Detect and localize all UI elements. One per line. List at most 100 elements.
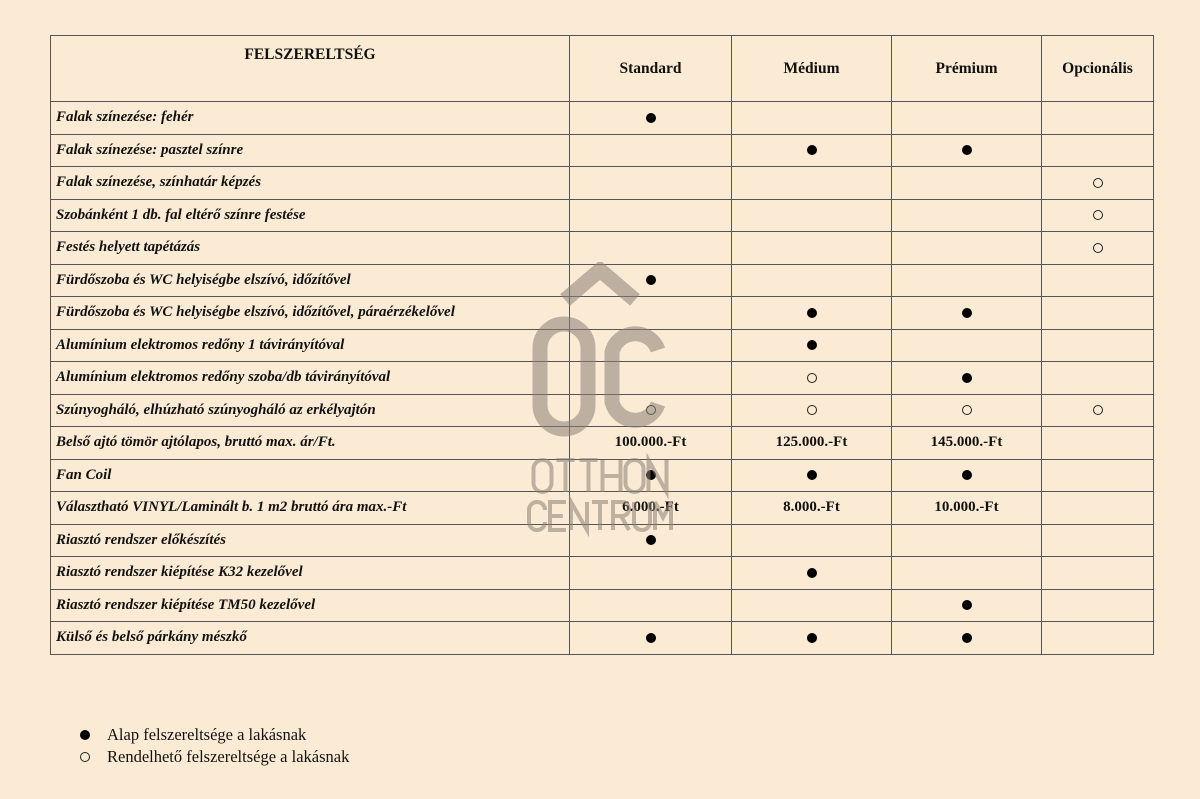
cell-premium [891,133,1042,167]
cell-premium [891,523,1042,557]
row-label: Fürdőszoba és WC helyiségbe elszívó, idő… [50,263,570,297]
table-row: Külső és belső párkány mészkő [50,621,1154,655]
table-row: Alumínium elektromos redőny 1 távirányít… [50,328,1154,362]
filled-circle-icon [806,340,817,351]
table-row: Fan Coil [50,458,1154,492]
table-row: Riasztó rendszer kiépítése TM50 kezelőve… [50,588,1154,622]
filled-circle-icon [645,632,656,643]
open-circle-icon [645,405,656,416]
cell-premium [891,458,1042,492]
open-circle-icon [1092,210,1103,221]
cell-standard [569,263,732,297]
legend-open-label: Rendelhető felszereltsége a lakásnak [107,747,350,766]
cell-medium [731,523,892,557]
cell-opcionalis [1041,361,1154,395]
cell-medium [731,101,892,135]
table-row: Fürdőszoba és WC helyiségbe elszívó, idő… [50,263,1154,297]
cell-standard [569,588,732,622]
row-label: Falak színezése: fehér [50,101,570,135]
open-circle-icon [1092,405,1103,416]
filled-circle-icon [961,470,972,481]
cell-medium [731,198,892,232]
filled-circle-icon [806,307,817,318]
cell-opcionalis [1041,101,1154,135]
cell-medium [731,393,892,427]
header-felszereltseg: FELSZERELTSÉG [50,35,570,102]
table-row: Belső ajtó tömör ajtólapos, bruttó max. … [50,426,1154,460]
cell-standard [569,556,732,590]
cell-medium: 125.000.-Ft [731,426,892,460]
cell-opcionalis [1041,393,1154,427]
cell-medium [731,588,892,622]
cell-standard [569,133,732,167]
filled-circle-icon [806,632,817,643]
table-row: Falak színezése: pasztel színre [50,133,1154,167]
cell-standard [569,296,732,330]
cell-opcionalis [1041,231,1154,265]
table-row: Szúnyogháló, elhúzható szúnyogháló az er… [50,393,1154,427]
row-label: Külső és belső párkány mészkő [50,621,570,655]
header-standard: Standard [569,35,732,102]
open-circle-icon [806,405,817,416]
cell-medium [731,133,892,167]
cell-opcionalis [1041,426,1154,460]
equipment-table: FELSZERELTSÉG Standard Médium Prémium Op… [50,35,1154,655]
header-row: FELSZERELTSÉG Standard Médium Prémium Op… [50,35,1154,102]
cell-premium [891,101,1042,135]
cell-medium [731,231,892,265]
cell-premium [891,296,1042,330]
cell-opcionalis [1041,328,1154,362]
cell-opcionalis [1041,296,1154,330]
cell-medium [731,263,892,297]
cell-opcionalis [1041,198,1154,232]
row-label: Falak színezése: pasztel színre [50,133,570,167]
cell-standard [569,523,732,557]
cell-medium [731,458,892,492]
filled-circle-icon [645,275,656,286]
cell-opcionalis [1041,133,1154,167]
cell-standard [569,328,732,362]
filled-circle-icon [806,145,817,156]
cell-opcionalis [1041,458,1154,492]
row-label: Festés helyett tapétázás [50,231,570,265]
filled-circle-icon [961,145,972,156]
legend-item-full: Alap felszereltsége a lakásnak [78,724,349,746]
cell-premium [891,231,1042,265]
cell-opcionalis [1041,166,1154,200]
row-label: Szobánként 1 db. fal eltérő színre festé… [50,198,570,232]
cell-medium [731,328,892,362]
cell-standard [569,101,732,135]
cell-premium: 145.000.-Ft [891,426,1042,460]
cell-medium [731,556,892,590]
table-row: Fürdőszoba és WC helyiségbe elszívó, idő… [50,296,1154,330]
open-circle-icon [1092,242,1103,253]
cell-medium [731,621,892,655]
cell-premium [891,393,1042,427]
cell-premium [891,588,1042,622]
table-row: Festés helyett tapétázás [50,231,1154,265]
filled-circle-icon [961,632,972,643]
cell-premium [891,263,1042,297]
cell-standard [569,198,732,232]
filled-circle-icon [806,567,817,578]
legend-item-open: Rendelhető felszereltsége a lakásnak [78,746,349,768]
open-circle-icon [80,752,90,762]
cell-premium [891,198,1042,232]
filled-circle-icon [961,307,972,318]
open-circle-icon [806,372,817,383]
table-row: Falak színezése: fehér [50,101,1154,135]
row-label: Fan Coil [50,458,570,492]
legend: Alap felszereltsége a lakásnak Rendelhet… [78,724,349,768]
cell-premium [891,361,1042,395]
filled-circle-icon [806,470,817,481]
cell-standard [569,621,732,655]
table-row: Riasztó rendszer kiépítése K32 kezelővel [50,556,1154,590]
cell-opcionalis [1041,588,1154,622]
cell-medium: 8.000.-Ft [731,491,892,525]
cell-standard: 100.000.-Ft [569,426,732,460]
table-row: Falak színezése, színhatár képzés [50,166,1154,200]
filled-circle-icon [645,535,656,546]
cell-medium [731,166,892,200]
row-label: Riasztó rendszer kiépítése K32 kezelővel [50,556,570,590]
cell-opcionalis [1041,556,1154,590]
